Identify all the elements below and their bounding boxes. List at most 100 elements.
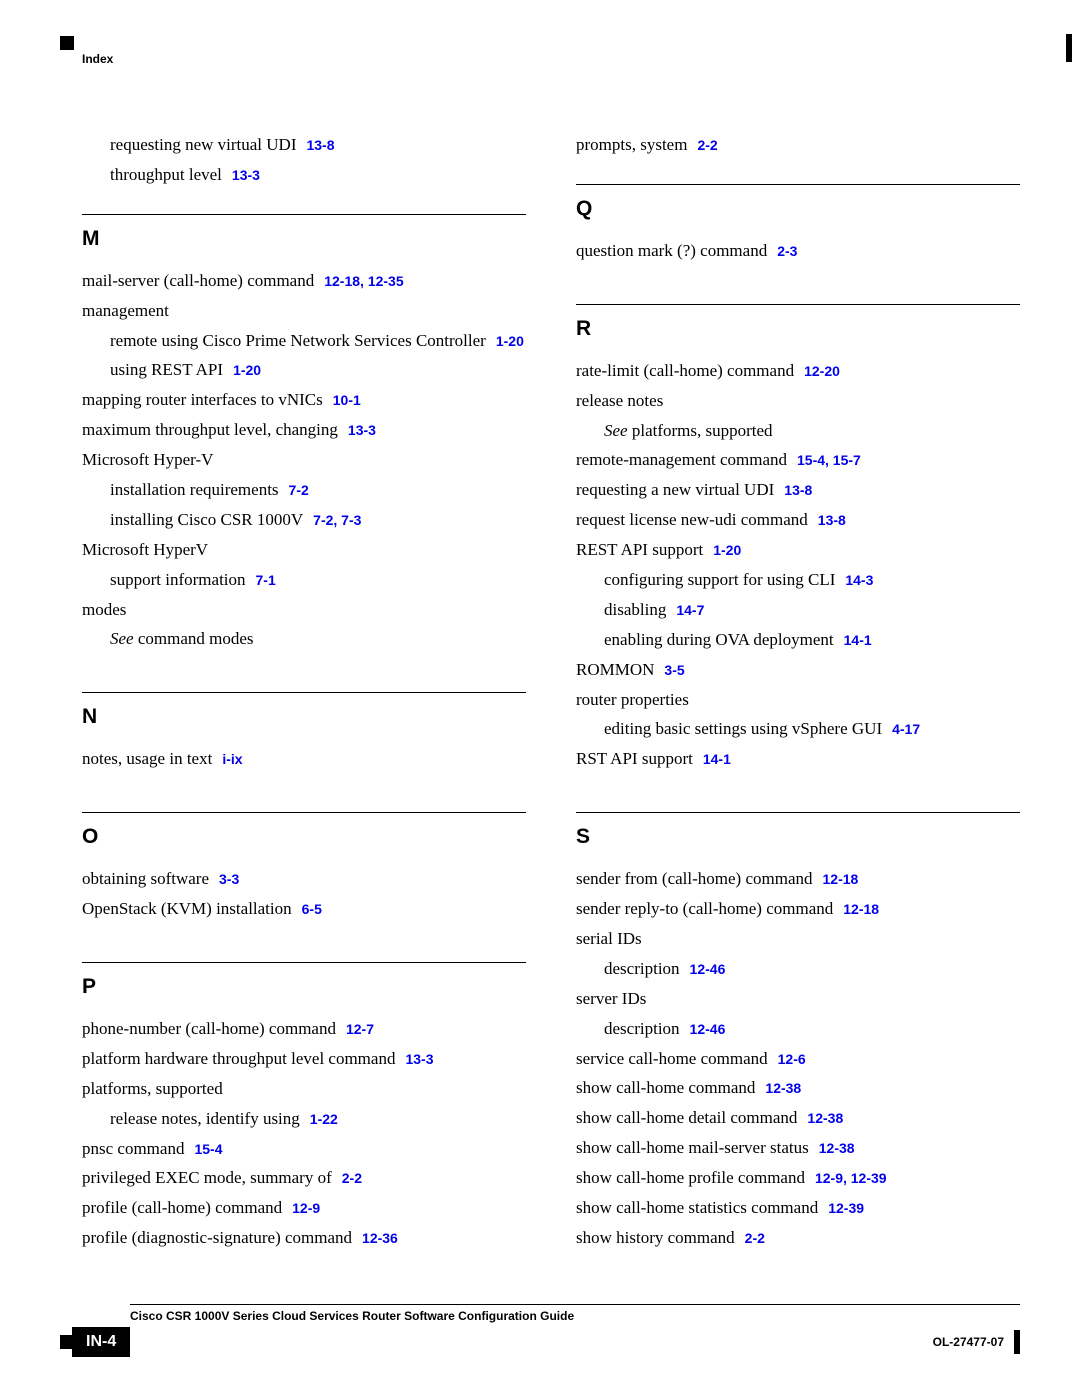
page-ref-link[interactable]: 13-8	[306, 137, 334, 153]
page-ref-link[interactable]: 12-18	[843, 901, 879, 917]
page-ref-link[interactable]: 15-4, 15-7	[797, 452, 861, 468]
page-ref-link[interactable]: 10-1	[333, 392, 361, 408]
page-ref-link[interactable]: 12-46	[690, 961, 726, 977]
entry-text: phone-number (call-home) command	[82, 1019, 336, 1038]
index-entry: installing Cisco CSR 1000V7-2, 7-3	[82, 506, 526, 535]
page-ref-link[interactable]: 14-1	[703, 751, 731, 767]
index-entry: requesting a new virtual UDI13-8	[576, 476, 1020, 505]
page-ref-link[interactable]: 15-4	[194, 1141, 222, 1157]
entry-text: show call-home statistics command	[576, 1198, 818, 1217]
index-entry: show history command2-2	[576, 1224, 1020, 1253]
page-ref-link[interactable]: 3-3	[219, 871, 239, 887]
doc-id: OL-27477-07	[933, 1335, 1004, 1349]
index-entry: throughput level13-3	[82, 161, 526, 190]
index-entry: show call-home detail command 12-38	[576, 1104, 1020, 1133]
page-ref-link[interactable]: 13-3	[348, 422, 376, 438]
page-ref-link[interactable]: 12-18	[823, 871, 859, 887]
entry-text: obtaining software	[82, 869, 209, 888]
page-ref-link[interactable]: 12-6	[778, 1051, 806, 1067]
entry-text: platforms, supported	[632, 421, 773, 440]
index-entry: release notes	[576, 387, 1020, 416]
page-ref-link[interactable]: 12-18, 12-35	[324, 273, 403, 289]
page-ref-link[interactable]: 12-39	[828, 1200, 864, 1216]
entry-text: show call-home detail command	[576, 1108, 797, 1127]
index-entry: disabling 14-7	[576, 596, 1020, 625]
page-ref-link[interactable]: 14-1	[844, 632, 872, 648]
page-ref-link[interactable]: 13-3	[405, 1051, 433, 1067]
index-entry: release notes, identify using 1-22	[82, 1105, 526, 1134]
entry-text: prompts, system	[576, 135, 687, 154]
entry-text: support information	[110, 570, 246, 589]
entry-text: enabling during OVA deployment	[604, 630, 834, 649]
page-ref-link[interactable]: 12-36	[362, 1230, 398, 1246]
page-ref-link[interactable]: 7-2	[289, 482, 309, 498]
page-ref-link[interactable]: 7-1	[256, 572, 276, 588]
index-entry: pnsc command 15-4	[82, 1135, 526, 1164]
page-ref-link[interactable]: 12-9, 12-39	[815, 1170, 887, 1186]
page-ref-link[interactable]: 12-38	[819, 1140, 855, 1156]
entry-text: disabling	[604, 600, 666, 619]
left-column: requesting new virtual UDI 13-8 throughput…	[82, 130, 526, 1254]
page-ref-link[interactable]: 13-8	[818, 512, 846, 528]
entry-text: requesting new virtual UDI	[110, 135, 296, 154]
entry-text: pnsc command	[82, 1139, 184, 1158]
entry-text: RST API support	[576, 749, 693, 768]
index-entry: sender reply-to (call-home) command12-18	[576, 895, 1020, 924]
page-ref-link[interactable]: 1-20	[233, 362, 261, 378]
page-ref-link[interactable]: 2-2	[745, 1230, 765, 1246]
page-ref-link[interactable]: 12-20	[804, 363, 840, 379]
page-ref-link[interactable]: 12-46	[690, 1021, 726, 1037]
index-entry: management	[82, 297, 526, 326]
page-number: IN-4	[72, 1327, 130, 1357]
index-entry: Microsoft Hyper-V	[82, 446, 526, 475]
page-footer: Cisco CSR 1000V Series Cloud Services Ro…	[60, 1304, 1020, 1357]
index-entry: REST API support 1-20	[576, 536, 1020, 565]
page-ref-link[interactable]: 13-3	[232, 167, 260, 183]
index-entry: show call-home statistics command 12-39	[576, 1194, 1020, 1223]
page-ref-link[interactable]: 2-2	[697, 137, 717, 153]
page-ref-link[interactable]: 13-8	[784, 482, 812, 498]
entry-text: Microsoft HyperV	[82, 540, 208, 559]
page-ref-link[interactable]: 6-5	[302, 901, 322, 917]
index-entry: platforms, supported	[82, 1075, 526, 1104]
page-ref-link[interactable]: 14-7	[676, 602, 704, 618]
page-ref-link[interactable]: 4-17	[892, 721, 920, 737]
page-ref-link[interactable]: 1-22	[310, 1111, 338, 1127]
page-ref-link[interactable]: 2-3	[777, 243, 797, 259]
entry-text: release notes, identify using	[110, 1109, 300, 1128]
page-ref-link[interactable]: 2-2	[342, 1170, 362, 1186]
entry-text: command modes	[138, 629, 254, 648]
page-ref-link[interactable]: 3-5	[664, 662, 684, 678]
index-entry: sender from (call-home) command12-18	[576, 865, 1020, 894]
entry-text: notes, usage in text	[82, 749, 212, 768]
page-ref-link[interactable]: 12-7	[346, 1021, 374, 1037]
entry-text: platforms, supported	[82, 1079, 223, 1098]
entry-text: serial IDs	[576, 929, 642, 948]
index-entry: obtaining software 3-3	[82, 865, 526, 894]
page-ref-link[interactable]: i-ix	[222, 751, 242, 767]
index-entry: prompts, system 2-2	[576, 131, 1020, 160]
index-entry: modes	[82, 596, 526, 625]
entry-text: description	[604, 1019, 680, 1038]
index-entry: description12-46	[576, 955, 1020, 984]
page-ref-link[interactable]: 12-38	[765, 1080, 801, 1096]
index-entry: Microsoft HyperV	[82, 536, 526, 565]
entry-text: installation requirements	[110, 480, 279, 499]
page-ref-link[interactable]: 14-3	[845, 572, 873, 588]
page-ref-link[interactable]: 12-38	[807, 1110, 843, 1126]
entry-text: OpenStack (KVM) installation	[82, 899, 292, 918]
index-entry: editing basic settings using vSphere GUI…	[576, 715, 1020, 744]
entry-text: router properties	[576, 690, 689, 709]
page-ref-link[interactable]: 1-20	[713, 542, 741, 558]
see-prefix: See	[604, 421, 632, 440]
entry-text: show call-home mail-server status	[576, 1138, 809, 1157]
page-ref-link[interactable]: 12-9	[292, 1200, 320, 1216]
entry-text: maximum throughput level, changing	[82, 420, 338, 439]
index-entry: OpenStack (KVM) installation 6-5	[82, 895, 526, 924]
page-ref-link[interactable]: 1-20	[496, 333, 524, 349]
see-prefix: See	[110, 629, 138, 648]
entry-text: profile (call-home) command	[82, 1198, 282, 1217]
entry-text: show call-home command	[576, 1078, 755, 1097]
entry-text: REST API support	[576, 540, 703, 559]
page-ref-link[interactable]: 7-2, 7-3	[313, 512, 361, 528]
